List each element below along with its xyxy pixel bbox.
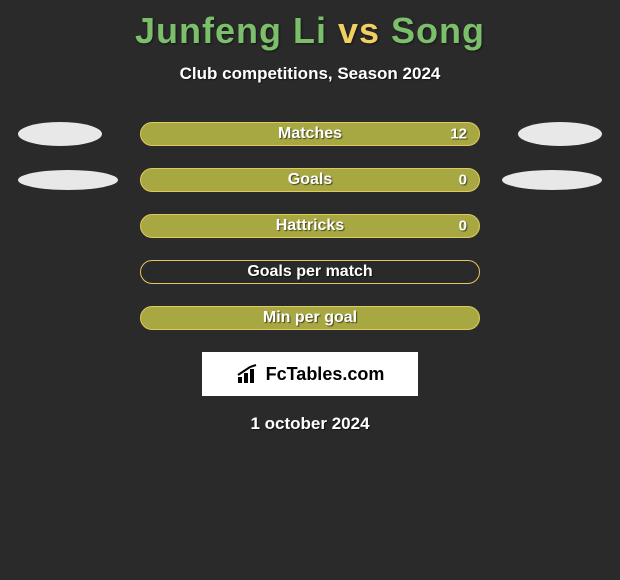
brand-chart-icon [236,363,262,385]
title-player2: Song [391,10,485,51]
stats-rows: Matches 12 Goals 0 Hattricks 0 Goal [0,122,620,330]
title-vs: vs [338,10,380,51]
stat-row: Goals per match [0,260,620,284]
right-ellipse [502,170,602,190]
stat-bar: Goals per match [140,260,480,284]
stat-bar: Goals 0 [140,168,480,192]
stat-label: Hattricks [276,217,344,235]
title-player1: Junfeng Li [135,10,327,51]
left-ellipse [18,122,102,146]
date-text: 1 october 2024 [0,414,620,434]
infographic-container: Junfeng Li vs Song Club competitions, Se… [0,0,620,580]
stat-row: Min per goal [0,306,620,330]
stat-value: 12 [450,126,467,143]
brand-badge: FcTables.com [202,352,418,396]
stat-value: 0 [459,218,467,235]
stat-bar: Matches 12 [140,122,480,146]
title: Junfeng Li vs Song [0,0,620,52]
stat-row: Hattricks 0 [0,214,620,238]
left-ellipse [18,170,118,190]
stat-label: Goals per match [247,263,372,281]
brand-text: FcTables.com [266,364,385,385]
stat-value: 0 [459,172,467,189]
stat-row: Matches 12 [0,122,620,146]
stat-bar: Hattricks 0 [140,214,480,238]
stat-row: Goals 0 [0,168,620,192]
stat-label: Goals [288,171,332,189]
stat-label: Min per goal [263,309,357,327]
subtitle: Club competitions, Season 2024 [0,64,620,84]
right-ellipse [518,122,602,146]
stat-label: Matches [278,125,342,143]
stat-bar: Min per goal [140,306,480,330]
